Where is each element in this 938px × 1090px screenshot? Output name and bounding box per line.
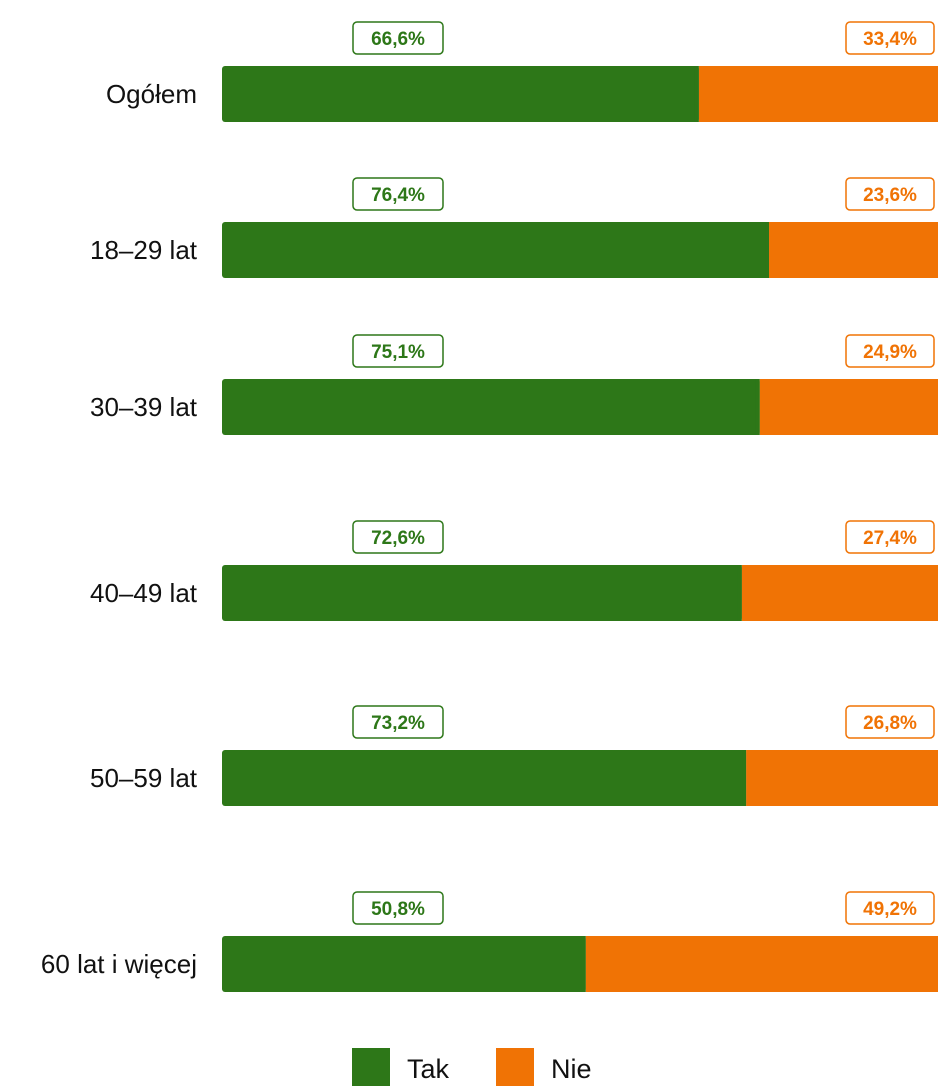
value-label-box-tak [352, 891, 444, 925]
bar-segment-tak [222, 936, 586, 992]
value-label-nie: 27,4% [863, 528, 917, 549]
legend: Tak Nie [352, 1048, 592, 1086]
bar-segment-tak-join [765, 222, 770, 278]
bar-segment-tak [222, 750, 747, 806]
value-label-nie: 26,8% [863, 713, 917, 734]
value-label-tak: 50,8% [371, 899, 425, 920]
bar-segment-nie [698, 66, 938, 122]
bar-segment-tak [222, 565, 742, 621]
bar-segment-tak-join [737, 565, 742, 621]
value-label-box-nie [845, 21, 935, 55]
bar-segment-tak [222, 66, 699, 122]
value-label-box-tak [352, 520, 444, 554]
value-label-tak: 75,1% [371, 342, 425, 363]
bar-segment-tak [222, 379, 760, 435]
bar-segment-tak-join [694, 66, 699, 122]
value-label-nie: 23,6% [863, 185, 917, 206]
value-label-box-nie [845, 520, 935, 554]
value-label-box-tak [352, 705, 444, 739]
value-label-tak: 76,4% [371, 185, 425, 206]
value-label-box-nie [845, 177, 935, 211]
bar-segment-tak-join [755, 379, 760, 435]
category-label: 18–29 lat [90, 235, 198, 265]
value-label-nie: 49,2% [863, 899, 917, 920]
value-label-box-nie [845, 705, 935, 739]
value-label-box-tak [352, 334, 444, 368]
category-label: 40–49 lat [90, 578, 198, 608]
bar-row: 30–39 lat 75,1% 24,9% [90, 334, 938, 435]
bar-segment-nie [741, 565, 938, 621]
category-label: Ogółem [106, 79, 197, 109]
legend-swatch [496, 1048, 534, 1086]
value-label-box-nie [845, 891, 935, 925]
bar-row: 18–29 lat 76,4% 23,6% [90, 177, 938, 278]
bar-row: 60 lat i więcej 50,8% 49,2% [41, 891, 938, 992]
chart-rows: Ogółem 66,6% 33,4% 18–29 lat 76,4% 23,6% 30–39… [41, 21, 938, 992]
bar-segment-nie [759, 379, 938, 435]
legend-label: Nie [551, 1054, 592, 1084]
legend-label: Tak [407, 1054, 450, 1084]
value-label-tak: 66,6% [371, 29, 425, 50]
category-label: 60 lat i więcej [41, 949, 197, 979]
bar-segment-nie [585, 936, 938, 992]
bar-row: 50–59 lat 73,2% 26,8% [90, 705, 938, 806]
bar-segment-tak [222, 222, 770, 278]
value-label-nie: 33,4% [863, 29, 917, 50]
value-label-nie: 24,9% [863, 342, 917, 363]
category-label: 50–59 lat [90, 763, 198, 793]
bar-segment-nie [746, 750, 938, 806]
value-label-box-tak [352, 21, 444, 55]
bar-segment-tak-join [581, 936, 586, 992]
bar-segment-tak-join [742, 750, 747, 806]
legend-swatch [352, 1048, 390, 1086]
value-label-box-nie [845, 334, 935, 368]
category-label: 30–39 lat [90, 392, 198, 422]
bar-row: 40–49 lat 72,6% 27,4% [90, 520, 938, 621]
bar-row: Ogółem 66,6% 33,4% [106, 21, 938, 122]
value-label-box-tak [352, 177, 444, 211]
value-label-tak: 73,2% [371, 713, 425, 734]
value-label-tak: 72,6% [371, 528, 425, 549]
bar-segment-nie [769, 222, 938, 278]
